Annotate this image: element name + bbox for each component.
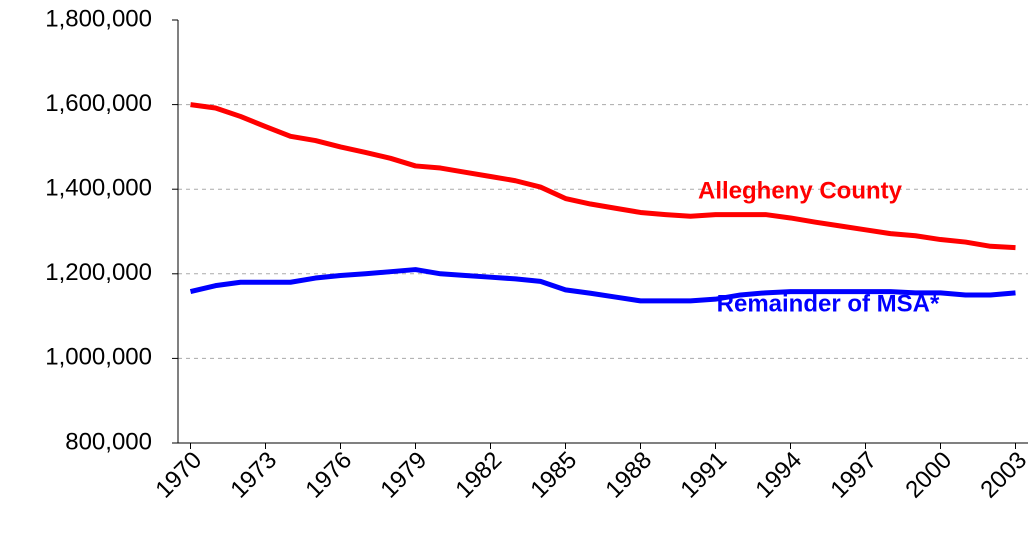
x-tick-label: 2000: [900, 447, 957, 504]
x-tick-label: 1985: [525, 447, 582, 504]
y-tick-label: 1,000,000: [45, 344, 152, 371]
y-tick-label: 1,400,000: [45, 175, 152, 202]
y-tick-label: 1,200,000: [45, 259, 152, 286]
x-tick-label: 1997: [825, 447, 882, 504]
y-tick-label: 1,600,000: [45, 90, 152, 117]
x-tick-label: 1994: [750, 447, 807, 504]
series-label: Remainder of MSA*: [717, 290, 940, 317]
line-series: [189, 267, 1016, 304]
x-tick-label: 1979: [375, 447, 432, 504]
x-tick-label: 1991: [675, 447, 732, 504]
series-label: Allegheny County: [698, 177, 903, 204]
x-tick-label: 1988: [600, 447, 657, 504]
x-tick-label: 1970: [150, 447, 207, 504]
line-series: [190, 102, 1016, 251]
y-tick-label: 1,800,000: [45, 5, 152, 32]
y-tick-label: 800,000: [65, 428, 152, 455]
x-tick-label: 1973: [225, 447, 282, 504]
x-tick-label: 1976: [300, 447, 357, 504]
x-tick-label: 2003: [975, 447, 1030, 504]
x-tick-label: 1982: [450, 447, 507, 504]
